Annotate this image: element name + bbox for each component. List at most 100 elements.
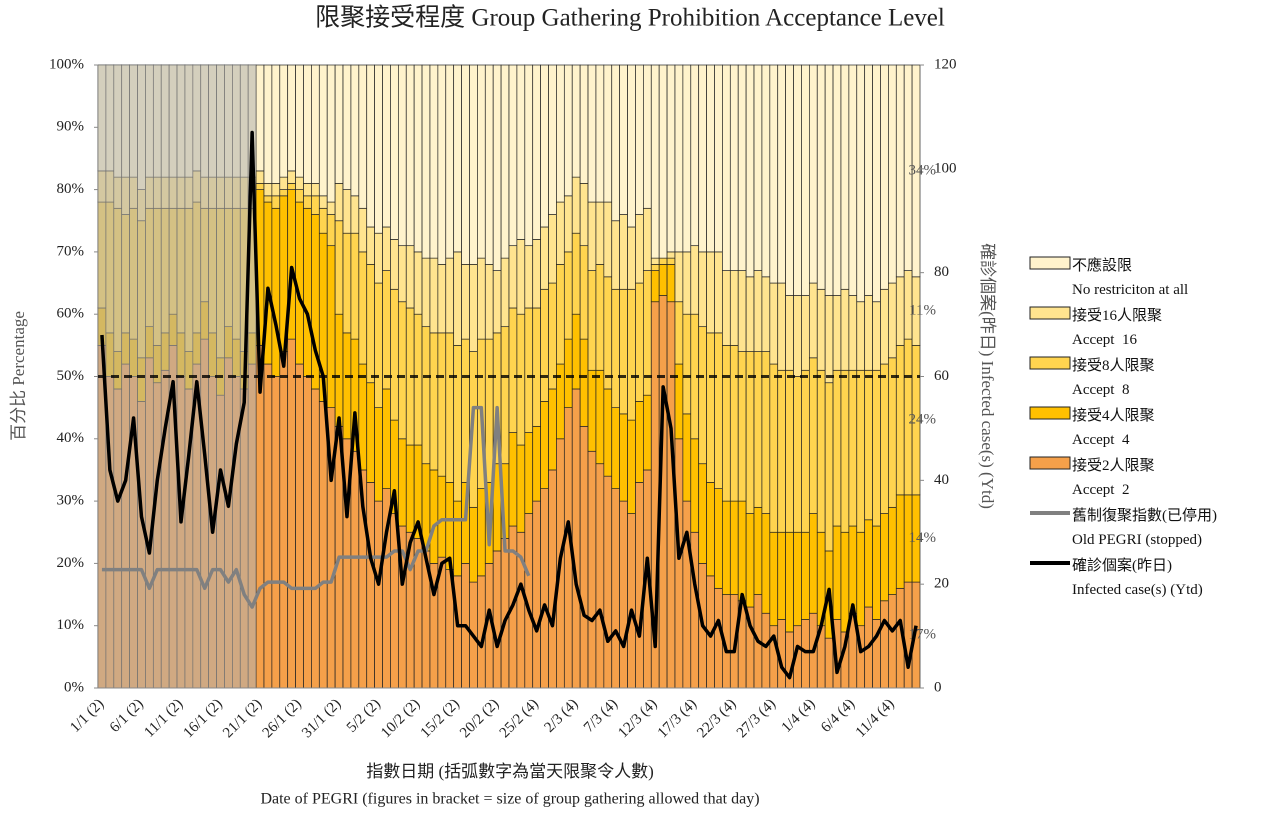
bar-segment [698, 64, 707, 253]
y-axis-title: 百分比 Percentage [9, 311, 28, 441]
bar-segment [816, 288, 826, 371]
bar-segment [635, 482, 644, 689]
bar-segment [532, 500, 541, 689]
bar-segment [595, 201, 605, 265]
bar-segment [532, 64, 541, 240]
bar-segment [729, 345, 739, 502]
bar-segment [532, 307, 541, 427]
legend-label: 舊制復聚指數(已停用) Old PEGRI (stopped) [1072, 508, 1217, 548]
bar-segment [303, 376, 312, 689]
bar-segment [366, 264, 375, 384]
x-tick-label: 15/2 (2) [418, 696, 463, 741]
bar-segment [311, 183, 320, 197]
bar-segment [563, 338, 573, 408]
bar-segment [287, 64, 296, 172]
bar-segment [761, 276, 771, 352]
bar-segment [350, 232, 360, 340]
legend-label: 接受16人限聚 Accept 16 [1072, 308, 1163, 348]
y2-tick-label: 120 [934, 56, 957, 72]
bar-segment [650, 264, 660, 271]
bar-segment [563, 64, 573, 197]
bar-segment [777, 64, 786, 284]
bar-segment [682, 313, 692, 415]
x-tick-label: 11/4 (4) [853, 696, 898, 741]
bar-segment [437, 64, 447, 265]
bar-segment [674, 301, 684, 365]
bar-segment [579, 245, 589, 340]
bar-segment [627, 226, 636, 290]
bar-segment [706, 251, 715, 334]
bar-segment [563, 251, 573, 340]
bar-segment [484, 264, 494, 340]
bar-segment [397, 64, 407, 247]
bar-segment [571, 176, 581, 234]
bar-segment [508, 432, 518, 527]
bar-segment [840, 369, 850, 533]
bar-segment [682, 251, 692, 315]
bar-segment [824, 295, 834, 384]
bar-segment [255, 345, 265, 689]
bar-segment [832, 369, 842, 527]
bar-segment [801, 369, 810, 533]
bar-segment [777, 282, 786, 371]
bar-segment [603, 276, 613, 390]
bar-segment [342, 64, 352, 190]
bar-segment [405, 245, 415, 309]
bar-segment [745, 513, 755, 608]
value-label: 14% [909, 530, 937, 546]
bar-segment [532, 239, 541, 309]
bar-segment [801, 619, 810, 689]
bar-segment [390, 239, 399, 290]
bar-segment [816, 64, 826, 290]
bar-segment [880, 64, 889, 290]
bar-segment [635, 64, 644, 215]
bar-segment [635, 282, 644, 402]
bar-segment [587, 201, 597, 271]
bar-segment [872, 525, 881, 620]
bar-segment [856, 64, 866, 303]
y-tick-label: 50% [57, 368, 85, 384]
legend-swatch [1029, 256, 1071, 270]
y2-tick-label: 100 [934, 160, 957, 176]
bar-segment [469, 506, 478, 583]
bar-segment [540, 488, 549, 689]
bar-segment [832, 525, 842, 620]
bar-segment [682, 64, 692, 253]
bar-segment [793, 531, 802, 627]
bar-segment [461, 64, 470, 265]
bar-segment [627, 419, 636, 514]
bar-segment [911, 64, 921, 278]
bar-segment [405, 64, 415, 247]
bar-segment [603, 64, 613, 203]
bar-segment [326, 201, 336, 215]
bar-segment [729, 64, 739, 271]
bar-segment [571, 388, 581, 689]
bar-segment [469, 64, 478, 265]
bar-segment [437, 475, 447, 558]
bar-segment [413, 313, 423, 446]
bar-segment [666, 251, 676, 259]
bar-segment [706, 332, 715, 483]
bar-segment [848, 369, 858, 527]
bar-segment [785, 64, 794, 296]
y-tick-label: 20% [57, 555, 85, 571]
bar-segment [548, 469, 557, 689]
bar-segment [263, 183, 273, 197]
value-label: 34% [909, 162, 937, 178]
bar-segment [643, 394, 652, 471]
x-tick-label: 27/3 (4) [734, 696, 779, 741]
bar-segment [690, 64, 700, 247]
bar-segment [524, 245, 534, 309]
bar-segment [295, 363, 304, 689]
bar-segment [579, 425, 589, 689]
bar-segment [263, 363, 273, 689]
bar-segment [714, 332, 723, 489]
legend-label: 接受4人限聚 Accept 4 [1072, 408, 1155, 448]
y-tick-label: 100% [49, 56, 84, 72]
bar-segment [366, 382, 375, 483]
bar-segment [848, 525, 858, 614]
legend-label: 確診個案(昨日) Infected case(s) (Ytd) [1072, 558, 1203, 598]
x-tick-label: 21/1 (2) [220, 696, 265, 741]
bar-segment [279, 189, 289, 197]
y-tick-label: 90% [57, 119, 85, 135]
